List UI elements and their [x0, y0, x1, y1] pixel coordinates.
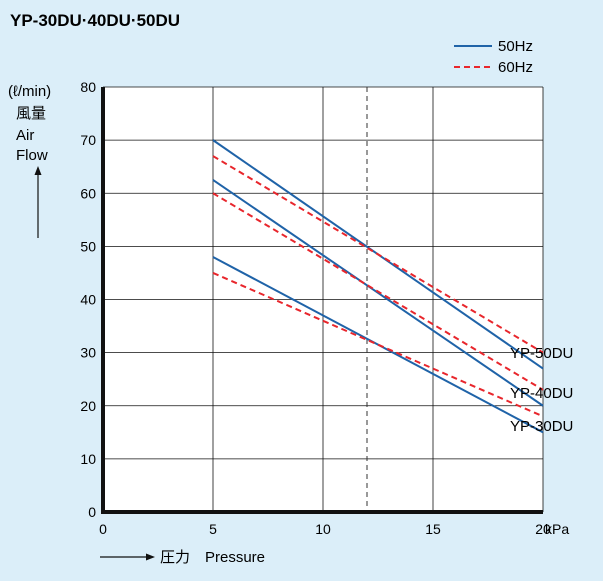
y-axis-arrow-icon	[34, 166, 42, 238]
model-label-yp-50du: YP-50DU	[510, 345, 573, 362]
series-line-yp-40du-50hz	[212, 179, 544, 407]
x-tick-label-10: 10	[315, 521, 331, 537]
y-axis-unit: (ℓ/min)	[8, 83, 51, 100]
chart-title: YP-30DU·40DU·50DU	[10, 11, 180, 30]
legend: 50Hz 60Hz	[454, 38, 533, 76]
y-tick-label-30: 30	[80, 345, 96, 361]
tick-labels: 0 10 20 30 40 50 60 70 80 0 5 10 15 20	[80, 79, 551, 537]
x-tick-label-5: 5	[209, 521, 217, 537]
y-axis-label-air: Air	[16, 127, 34, 144]
grid	[103, 86, 544, 512]
y-axis-label-flow: Flow	[16, 147, 48, 164]
y-axis-label-jp: 風量	[16, 105, 46, 122]
y-tick-label-80: 80	[80, 79, 96, 95]
series-line-yp-40du-60hz	[212, 192, 544, 391]
legend-label-60hz: 60Hz	[498, 59, 533, 76]
y-tick-label-40: 40	[80, 292, 96, 308]
x-axis-label: 圧力 Pressure	[160, 549, 265, 566]
model-label-yp-40du: YP-40DU	[510, 385, 573, 402]
x-tick-label-0: 0	[99, 521, 107, 537]
series-group	[212, 139, 544, 434]
x-tick-label-15: 15	[425, 521, 441, 537]
y-tick-label-70: 70	[80, 132, 96, 148]
y-tick-label-10: 10	[80, 451, 96, 467]
y-tick-label-60: 60	[80, 185, 96, 201]
series-line-yp-50du-60hz	[212, 155, 544, 354]
y-tick-label-50: 50	[80, 238, 96, 254]
series-line-yp-30du-50hz	[212, 256, 544, 434]
model-labels: YP-50DU YP-40DU YP-30DU	[510, 345, 573, 435]
axes	[101, 87, 543, 514]
legend-label-50hz: 50Hz	[498, 38, 533, 55]
x-axis-arrow-icon	[100, 553, 155, 561]
model-label-yp-30du: YP-30DU	[510, 418, 573, 435]
x-tick-label-20: 20	[535, 521, 551, 537]
y-tick-label-0: 0	[88, 504, 96, 520]
x-axis-unit: kPa	[545, 521, 569, 537]
y-tick-label-20: 20	[80, 398, 96, 414]
